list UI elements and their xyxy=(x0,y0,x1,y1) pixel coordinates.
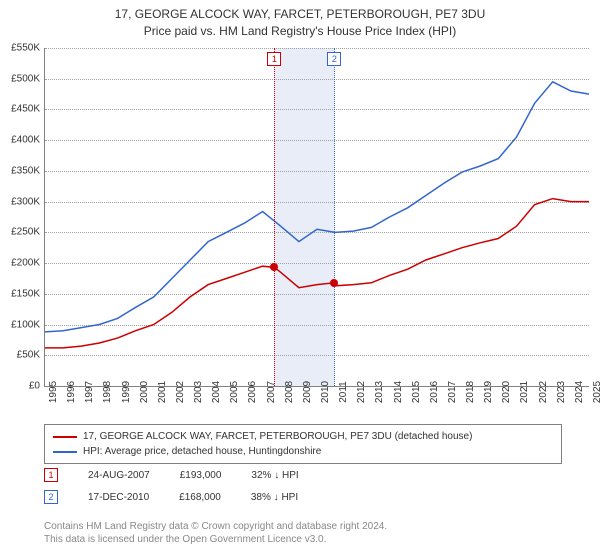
y-axis-label: £50K xyxy=(0,350,40,361)
series-hpi xyxy=(45,82,589,332)
transaction-row-2: 2 17-DEC-2010 £168,000 38% ↓ HPI xyxy=(44,490,298,504)
x-axis-label: 2004 xyxy=(211,381,222,403)
transaction-point xyxy=(330,279,338,287)
x-axis-label: 2014 xyxy=(393,381,404,403)
y-axis-label: £350K xyxy=(0,165,40,176)
x-axis-label: 2015 xyxy=(411,381,422,403)
y-axis-label: £450K xyxy=(0,104,40,115)
credit-line-2: This data is licensed under the Open Gov… xyxy=(44,533,387,546)
transaction-delta-1: 32% ↓ HPI xyxy=(251,470,298,481)
chart-area: 12 xyxy=(44,48,589,387)
title-line-2: Price paid vs. HM Land Registry's House … xyxy=(0,23,600,40)
transaction-marker-1: 1 xyxy=(44,468,58,482)
legend-label-1: 17, GEORGE ALCOCK WAY, FARCET, PETERBORO… xyxy=(83,429,472,444)
x-axis-label: 2005 xyxy=(229,381,240,403)
y-axis-label: £500K xyxy=(0,73,40,84)
x-axis-label: 2021 xyxy=(519,381,530,403)
x-axis-label: 2000 xyxy=(139,381,150,403)
transaction-row-1: 1 24-AUG-2007 £193,000 32% ↓ HPI xyxy=(44,468,299,482)
y-axis-label: £550K xyxy=(0,43,40,54)
legend-swatch-2 xyxy=(53,451,77,453)
y-axis-label: £300K xyxy=(0,196,40,207)
transaction-price-1: £193,000 xyxy=(180,470,222,481)
x-axis-label: 2010 xyxy=(320,381,331,403)
y-axis-label: £100K xyxy=(0,319,40,330)
x-axis-label: 2019 xyxy=(483,381,494,403)
legend-row-1: 17, GEORGE ALCOCK WAY, FARCET, PETERBORO… xyxy=(53,429,553,444)
x-axis-label: 2013 xyxy=(374,381,385,403)
x-axis-label: 2011 xyxy=(338,381,349,403)
transaction-price-2: £168,000 xyxy=(179,492,221,503)
x-axis-label: 1996 xyxy=(66,381,77,403)
x-axis-label: 2006 xyxy=(247,381,258,403)
x-axis-label: 2009 xyxy=(302,381,313,403)
transaction-delta-2: 38% ↓ HPI xyxy=(251,492,298,503)
chart-container: 17, GEORGE ALCOCK WAY, FARCET, PETERBORO… xyxy=(0,0,600,560)
title-block: 17, GEORGE ALCOCK WAY, FARCET, PETERBORO… xyxy=(0,0,600,40)
y-axis-label: £0 xyxy=(0,381,40,392)
x-axis-label: 2007 xyxy=(266,381,277,403)
x-axis-label: 2002 xyxy=(175,381,186,403)
credit-line-1: Contains HM Land Registry data © Crown c… xyxy=(44,520,387,533)
marker-vline xyxy=(334,48,335,386)
y-axis-label: £400K xyxy=(0,135,40,146)
legend-box: 17, GEORGE ALCOCK WAY, FARCET, PETERBORO… xyxy=(44,424,562,464)
plot-svg xyxy=(45,48,589,386)
x-axis-label: 2020 xyxy=(501,381,512,403)
y-axis-label: £250K xyxy=(0,227,40,238)
x-axis-label: 2008 xyxy=(284,381,295,403)
transaction-point xyxy=(270,263,278,271)
x-axis-label: 2018 xyxy=(465,381,476,403)
legend-swatch-1 xyxy=(53,436,77,438)
x-axis-label: 2025 xyxy=(592,381,600,403)
credit-block: Contains HM Land Registry data © Crown c… xyxy=(44,520,387,546)
x-axis-label: 2003 xyxy=(193,381,204,403)
transaction-date-1: 24-AUG-2007 xyxy=(88,470,150,481)
chart-marker-box: 1 xyxy=(267,52,281,66)
marker-vline xyxy=(274,48,275,386)
transaction-date-2: 17-DEC-2010 xyxy=(88,492,149,503)
y-axis-label: £150K xyxy=(0,288,40,299)
title-line-1: 17, GEORGE ALCOCK WAY, FARCET, PETERBORO… xyxy=(0,6,600,23)
transaction-marker-2: 2 xyxy=(44,490,58,504)
x-axis-label: 1995 xyxy=(48,381,59,403)
x-axis-label: 2016 xyxy=(429,381,440,403)
series-property xyxy=(45,199,589,348)
x-axis-label: 2023 xyxy=(556,381,567,403)
chart-marker-box: 2 xyxy=(327,52,341,66)
x-axis-label: 2022 xyxy=(538,381,549,403)
legend-label-2: HPI: Average price, detached house, Hunt… xyxy=(83,444,321,459)
x-axis-label: 1998 xyxy=(102,381,113,403)
x-axis-label: 2012 xyxy=(356,381,367,403)
x-axis-label: 2017 xyxy=(447,381,458,403)
x-axis-label: 1999 xyxy=(121,381,132,403)
legend-row-2: HPI: Average price, detached house, Hunt… xyxy=(53,444,553,459)
x-axis-label: 1997 xyxy=(84,381,95,403)
x-axis-label: 2001 xyxy=(157,381,168,403)
x-axis-label: 2024 xyxy=(574,381,585,403)
y-axis-label: £200K xyxy=(0,258,40,269)
